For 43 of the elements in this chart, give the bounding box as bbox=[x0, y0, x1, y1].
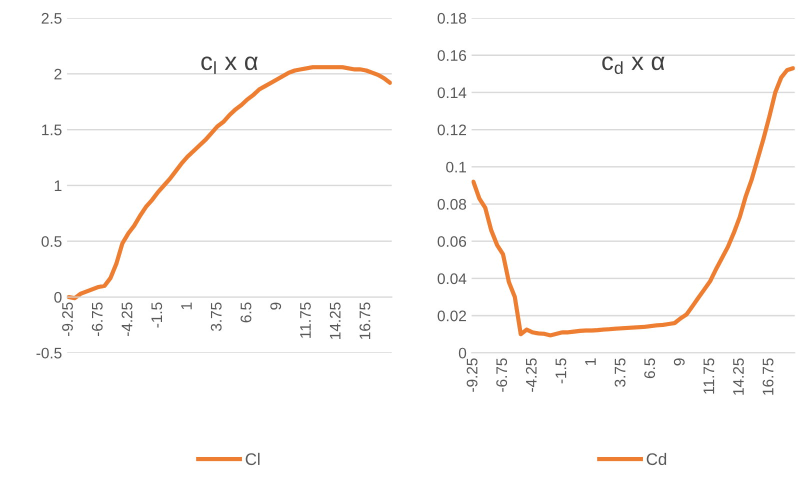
x-tick-label: 14.25 bbox=[330, 302, 341, 339]
x-tick-label: 3.75 bbox=[614, 358, 626, 387]
x-tick-label: 9 bbox=[270, 302, 282, 310]
y-tick-label: 1.5 bbox=[42, 124, 62, 136]
y-tick-label: 0.14 bbox=[438, 87, 466, 98]
y-tick-label: 2 bbox=[54, 68, 62, 80]
y-tick-label: 2.5 bbox=[42, 12, 62, 24]
x-tick-label: -6.75 bbox=[496, 358, 508, 392]
x-tick-label: -1.5 bbox=[151, 302, 162, 328]
y-tick-label: 0 bbox=[458, 348, 466, 359]
x-tick-label: 11.75 bbox=[300, 302, 311, 338]
y-tick-label: 0 bbox=[54, 292, 62, 303]
x-tick-label: 3.75 bbox=[210, 302, 222, 332]
x-tick-label: 1 bbox=[585, 358, 596, 366]
x-tick-label: 16.75 bbox=[762, 358, 774, 395]
x-tick-label: 16.75 bbox=[360, 302, 370, 339]
y-tick-label: 0.18 bbox=[438, 12, 466, 24]
text: c$_{l}$ x α bbox=[201, 56, 258, 74]
x-tick-label: 9 bbox=[674, 358, 685, 366]
y-tick-label: 0.04 bbox=[438, 273, 466, 284]
y-tick-label: 0.5 bbox=[42, 236, 62, 247]
x-tick-label: 1 bbox=[181, 302, 192, 310]
y-tick-label: -0.5 bbox=[36, 348, 62, 359]
x-tick-label: -1.5 bbox=[556, 358, 566, 384]
x-tick-label: 11.75 bbox=[704, 358, 714, 394]
x-tick-label: -6.75 bbox=[92, 302, 103, 336]
y-tick-label: 0.12 bbox=[438, 124, 466, 136]
y-tick-label: 0.08 bbox=[438, 198, 466, 210]
y-tick-label: 1 bbox=[54, 180, 62, 191]
y-tick-label: 0.16 bbox=[438, 50, 466, 61]
x-tick-label: 14.25 bbox=[733, 358, 744, 395]
y-tick-label: 0.1 bbox=[446, 162, 466, 173]
x-tick-label: -9.25 bbox=[466, 358, 478, 392]
x-tick-label: -4.25 bbox=[122, 302, 132, 336]
x-tick-label: -9.25 bbox=[62, 302, 73, 336]
legend-label: Cl bbox=[246, 452, 260, 466]
x-tick-label: 6.5 bbox=[240, 302, 252, 322]
x-tick-label: -4.25 bbox=[526, 358, 537, 392]
y-tick-label: 0.02 bbox=[438, 310, 466, 322]
y-tick-label: 0.06 bbox=[438, 236, 466, 247]
x-tick-label: 6.5 bbox=[644, 358, 656, 378]
text: c$_{d}$ x α bbox=[602, 56, 664, 74]
legend-label: Cd bbox=[646, 452, 666, 466]
